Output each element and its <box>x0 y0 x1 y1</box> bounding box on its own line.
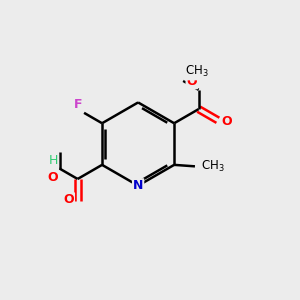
Text: CH$_3$: CH$_3$ <box>201 159 225 174</box>
Text: O: O <box>47 171 58 184</box>
Text: N: N <box>133 179 143 192</box>
Text: H: H <box>49 154 58 167</box>
Text: O: O <box>63 193 74 206</box>
Text: O: O <box>221 115 232 128</box>
Text: O: O <box>187 75 197 88</box>
Text: CH$_3$: CH$_3$ <box>184 64 208 80</box>
Text: F: F <box>74 98 82 111</box>
